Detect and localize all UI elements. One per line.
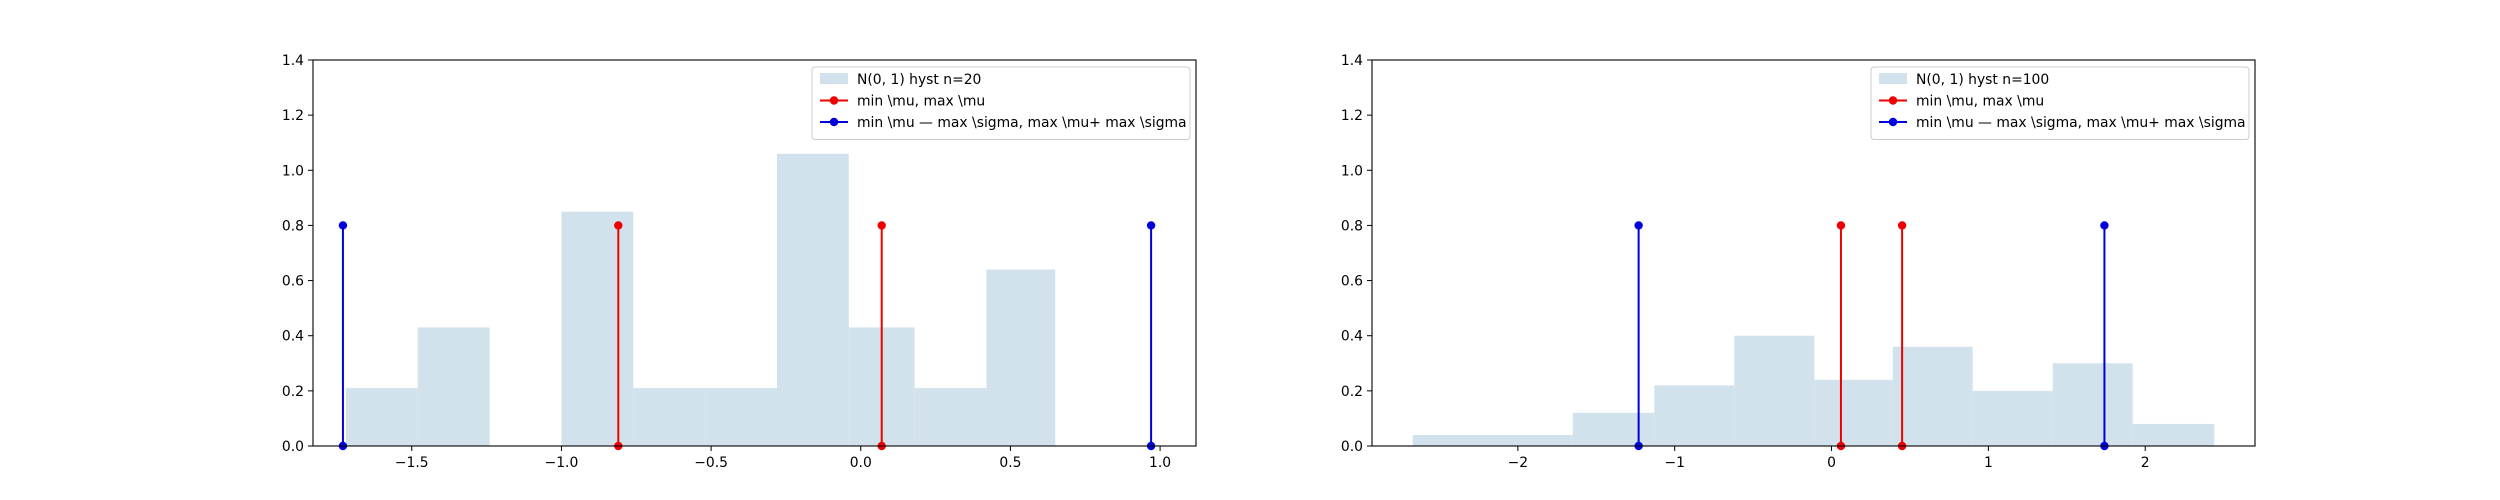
y-tick-label: 0.2 bbox=[282, 384, 304, 400]
histogram-bar bbox=[986, 269, 1056, 446]
legend-patch bbox=[1879, 73, 1907, 84]
x-tick-label: 1 bbox=[1984, 455, 1993, 471]
stem-marker bbox=[1634, 221, 1643, 230]
histogram-bar bbox=[914, 388, 987, 446]
y-tick-label: 1.0 bbox=[282, 163, 304, 179]
x-tick-label: 0.5 bbox=[999, 455, 1021, 471]
legend-patch bbox=[820, 73, 848, 84]
legend-label: min \mu — max \sigma, max \mu+ max \sigm… bbox=[1916, 115, 2246, 131]
histogram-bar bbox=[2052, 363, 2133, 446]
histogram-bar bbox=[1654, 385, 1735, 446]
legend-label: min \mu — max \sigma, max \mu+ max \sigm… bbox=[857, 115, 1187, 131]
histogram-bar bbox=[2132, 423, 2215, 446]
histogram-bar bbox=[1734, 335, 1815, 446]
x-tick-label: −0.5 bbox=[694, 455, 728, 471]
chart-1: −1.5 −1.0 −0.5 0.0 0.5 1.0 0.0 0.2 0.4 0.6 0.8 1.0 1… bbox=[282, 53, 1197, 471]
x-tick-label: −1.5 bbox=[395, 455, 429, 471]
stem-series-2 bbox=[338, 221, 1156, 451]
legend-box bbox=[1870, 66, 2250, 140]
legend-label: N(0, 1) hyst n=100 bbox=[1916, 72, 2049, 88]
x-tick-label: −1 bbox=[1664, 455, 1684, 471]
histogram-bar bbox=[417, 327, 490, 446]
stem-marker bbox=[338, 221, 348, 230]
histogram bbox=[345, 153, 1056, 446]
y-tick-label: 0.2 bbox=[1341, 384, 1363, 400]
x-tick-label: 0 bbox=[1827, 455, 1836, 471]
y-tick-label: 0.6 bbox=[1341, 274, 1363, 290]
stem-marker bbox=[1836, 221, 1846, 230]
stem-marker bbox=[614, 221, 623, 230]
y-tick-label: 1.0 bbox=[1341, 163, 1363, 179]
histogram-bar bbox=[776, 153, 849, 446]
legend-label: N(0, 1) hyst n=20 bbox=[857, 72, 981, 88]
y-tick-label: 0.6 bbox=[282, 274, 304, 290]
y-tick-label: 1.2 bbox=[282, 108, 304, 124]
y-tick-label: 1.4 bbox=[282, 53, 304, 69]
histogram-bar bbox=[561, 211, 634, 446]
histogram-bar bbox=[633, 388, 706, 446]
histogram-bar bbox=[1814, 379, 1893, 446]
y-tick-label: 0.0 bbox=[282, 439, 304, 455]
y-tick-label: 0.8 bbox=[282, 218, 304, 234]
y-tick-label: 0.8 bbox=[1341, 218, 1363, 234]
y-tick-label: 1.2 bbox=[1341, 108, 1363, 124]
x-tick-label: 1.0 bbox=[1149, 455, 1171, 471]
y-tick-label: 0.4 bbox=[1341, 329, 1363, 345]
axes-frame bbox=[312, 59, 1197, 447]
histogram-bar bbox=[1972, 390, 2053, 446]
x-tick-label: −1.0 bbox=[545, 455, 579, 471]
histogram bbox=[1412, 335, 2215, 446]
axes-frame bbox=[1371, 59, 2256, 447]
histogram-bar bbox=[1892, 346, 1973, 446]
histogram-bar bbox=[1572, 412, 1655, 446]
stem-marker bbox=[1146, 221, 1156, 230]
legend-marker bbox=[1888, 117, 1898, 127]
legend-label: min \mu, max \mu bbox=[857, 94, 985, 110]
legend: N(0, 1) hyst n=20 min \mu, max \mu min \mu… bbox=[811, 66, 1191, 140]
x-tick-label: 2 bbox=[2141, 455, 2150, 471]
stem-marker bbox=[2100, 221, 2109, 230]
legend-marker bbox=[1888, 96, 1898, 105]
legend-label: min \mu, max \mu bbox=[1916, 94, 2044, 110]
chart-2: −2 −1 0 1 2 0.0 0.2 0.4 0.6 0.8 1.0 1.2 1.4 N(0, 1) h… bbox=[1341, 53, 2256, 471]
legend-marker bbox=[829, 96, 839, 105]
stem-series-1 bbox=[1836, 221, 1907, 451]
stem-marker bbox=[1897, 221, 1907, 230]
legend-box bbox=[811, 66, 1191, 140]
stem-marker bbox=[877, 221, 886, 230]
histogram-bar bbox=[1412, 434, 1573, 446]
legend: N(0, 1) hyst n=100 min \mu, max \mu min \m… bbox=[1870, 66, 2250, 140]
y-tick-label: 0.0 bbox=[1341, 439, 1363, 455]
legend-marker bbox=[829, 117, 839, 127]
histogram-bar bbox=[345, 388, 418, 446]
x-tick-label: 0.0 bbox=[850, 455, 872, 471]
y-tick-label: 1.4 bbox=[1341, 53, 1363, 69]
y-tick-label: 0.4 bbox=[282, 329, 304, 345]
x-tick-label: −2 bbox=[1508, 455, 1528, 471]
histogram-bar bbox=[705, 388, 777, 446]
